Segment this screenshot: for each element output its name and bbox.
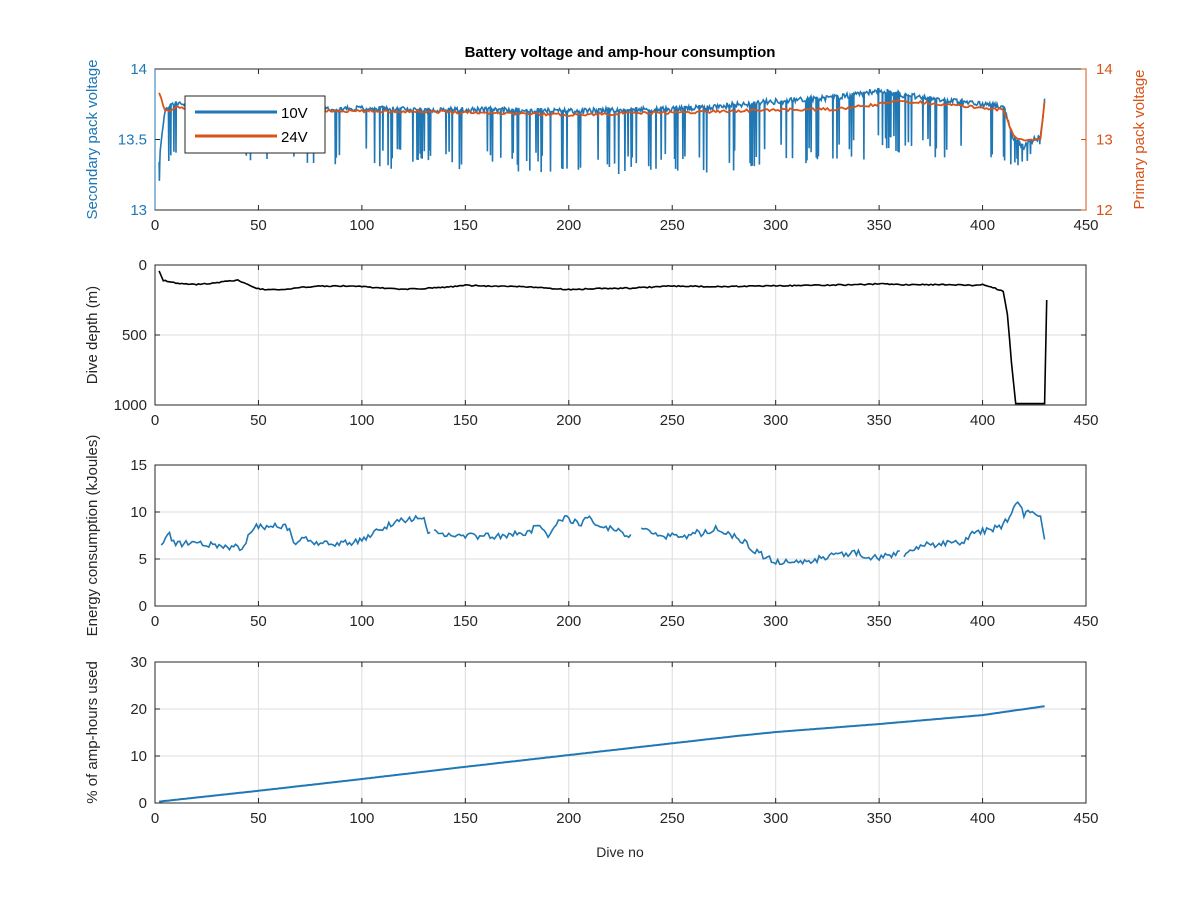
y-tick-label: 500 — [122, 327, 147, 344]
x-tick-label: 300 — [763, 217, 788, 234]
x-tick-label: 100 — [349, 613, 374, 630]
figure-title: Battery voltage and amp-hour consumption — [465, 44, 776, 61]
x-tick-label: 50 — [250, 412, 267, 429]
plot-area — [159, 705, 1045, 803]
x-tick-label: 150 — [453, 412, 478, 429]
x-tick-label: 200 — [556, 412, 581, 429]
y-tick-label: 13 — [130, 202, 147, 219]
y-axis-label: Dive depth (m) — [84, 286, 101, 384]
y-tick-label: 0 — [139, 598, 147, 615]
x-tick-label: 350 — [867, 412, 892, 429]
x-tick-label: 250 — [660, 412, 685, 429]
x-tick-label: 150 — [453, 810, 478, 827]
plot-area — [158, 270, 1048, 405]
legend-box — [184, 95, 326, 154]
y-right-axis-label: Primary pack voltage — [1131, 69, 1148, 209]
y-tick-label: 20 — [130, 701, 147, 718]
x-tick-label: 200 — [556, 613, 581, 630]
x-tick-label: 0 — [151, 613, 159, 630]
subplot-2: 0 50 100 150 200 250 300 350 400 450 0 500 1000 Dive … — [84, 257, 1099, 429]
y-tick-label: 10 — [130, 504, 147, 521]
x-tick-label: 250 — [660, 613, 685, 630]
axes-frame — [154, 464, 1087, 607]
subplot-4: 0 50 100 150 200 250 300 350 400 450 0 10 20 30 % of a… — [84, 654, 1099, 827]
energy-series-segment — [903, 501, 1046, 558]
x-tick-label: 400 — [970, 412, 995, 429]
y-axis-label: Energy consumption (kJoules) — [84, 435, 101, 637]
plot-area — [160, 501, 1046, 566]
y-tick-label: 0 — [139, 795, 147, 812]
x-tick-label: 400 — [970, 810, 995, 827]
x-tick-label: 50 — [250, 613, 267, 630]
axes-frame — [154, 661, 1087, 804]
x-tick-label: 200 — [556, 217, 581, 234]
y-right-tick-label: 13 — [1096, 132, 1113, 149]
x-tick-label: 350 — [867, 217, 892, 234]
y-axis-label: % of amp-hours used — [84, 661, 101, 804]
y-tick-label: 14 — [130, 61, 147, 78]
y-axis-label: Secondary pack voltage — [84, 59, 101, 219]
energy-series-segment — [640, 524, 900, 566]
legend-label-10V: 10V — [281, 105, 308, 122]
x-tick-label: 50 — [250, 217, 267, 234]
x-tick-label: 400 — [970, 613, 995, 630]
x-tick-label: 100 — [349, 412, 374, 429]
x-tick-label: 450 — [1073, 217, 1098, 234]
x-tick-label: 450 — [1073, 613, 1098, 630]
x-tick-label: 300 — [763, 810, 788, 827]
x-axis-label: Dive no — [596, 844, 644, 860]
x-tick-label: 0 — [151, 810, 159, 827]
x-tick-label: 400 — [970, 217, 995, 234]
y-tick-label: 15 — [130, 457, 147, 474]
x-tick-label: 100 — [349, 810, 374, 827]
x-tick-label: 150 — [453, 217, 478, 234]
y-tick-label: 5 — [139, 551, 147, 568]
x-tick-label: 300 — [763, 613, 788, 630]
subplot-3: 0 50 100 150 200 250 300 350 400 450 0 5 10 15 Energy … — [84, 435, 1099, 637]
subplot-1: 0 50 100 150 200 250 300 350 400 450 13 13.5 14 Secon… — [84, 59, 1148, 234]
y-right-tick-label: 14 — [1096, 61, 1113, 78]
x-tick-label: 0 — [151, 412, 159, 429]
x-tick-label: 50 — [250, 810, 267, 827]
axes-group: 0 50 100 150 200 250 300 350 400 4501313.514Secon… — [84, 59, 1148, 827]
y-right-tick-label: 12 — [1096, 202, 1113, 219]
energy-series-segment — [160, 514, 431, 552]
y-tick-label: 1000 — [114, 397, 147, 414]
x-tick-label: 350 — [867, 613, 892, 630]
x-tick-label: 450 — [1073, 810, 1098, 827]
x-tick-label: 250 — [660, 217, 685, 234]
y-tick-label: 0 — [139, 257, 147, 274]
x-tick-label: 450 — [1073, 412, 1098, 429]
energy-series-segment — [433, 514, 632, 541]
amp-hours-line — [159, 705, 1045, 803]
x-tick-label: 300 — [763, 412, 788, 429]
y-tick-label: 30 — [130, 654, 147, 671]
x-tick-label: 150 — [453, 613, 478, 630]
x-tick-label: 0 — [151, 217, 159, 234]
x-tick-label: 250 — [660, 810, 685, 827]
y-tick-label: 13.5 — [118, 132, 147, 149]
y-tick-label: 10 — [130, 748, 147, 765]
x-tick-label: 350 — [867, 810, 892, 827]
dive-depth-line — [158, 270, 1048, 405]
x-tick-label: 100 — [349, 217, 374, 234]
legend-label-24V: 24V — [281, 129, 308, 146]
x-tick-label: 200 — [556, 810, 581, 827]
